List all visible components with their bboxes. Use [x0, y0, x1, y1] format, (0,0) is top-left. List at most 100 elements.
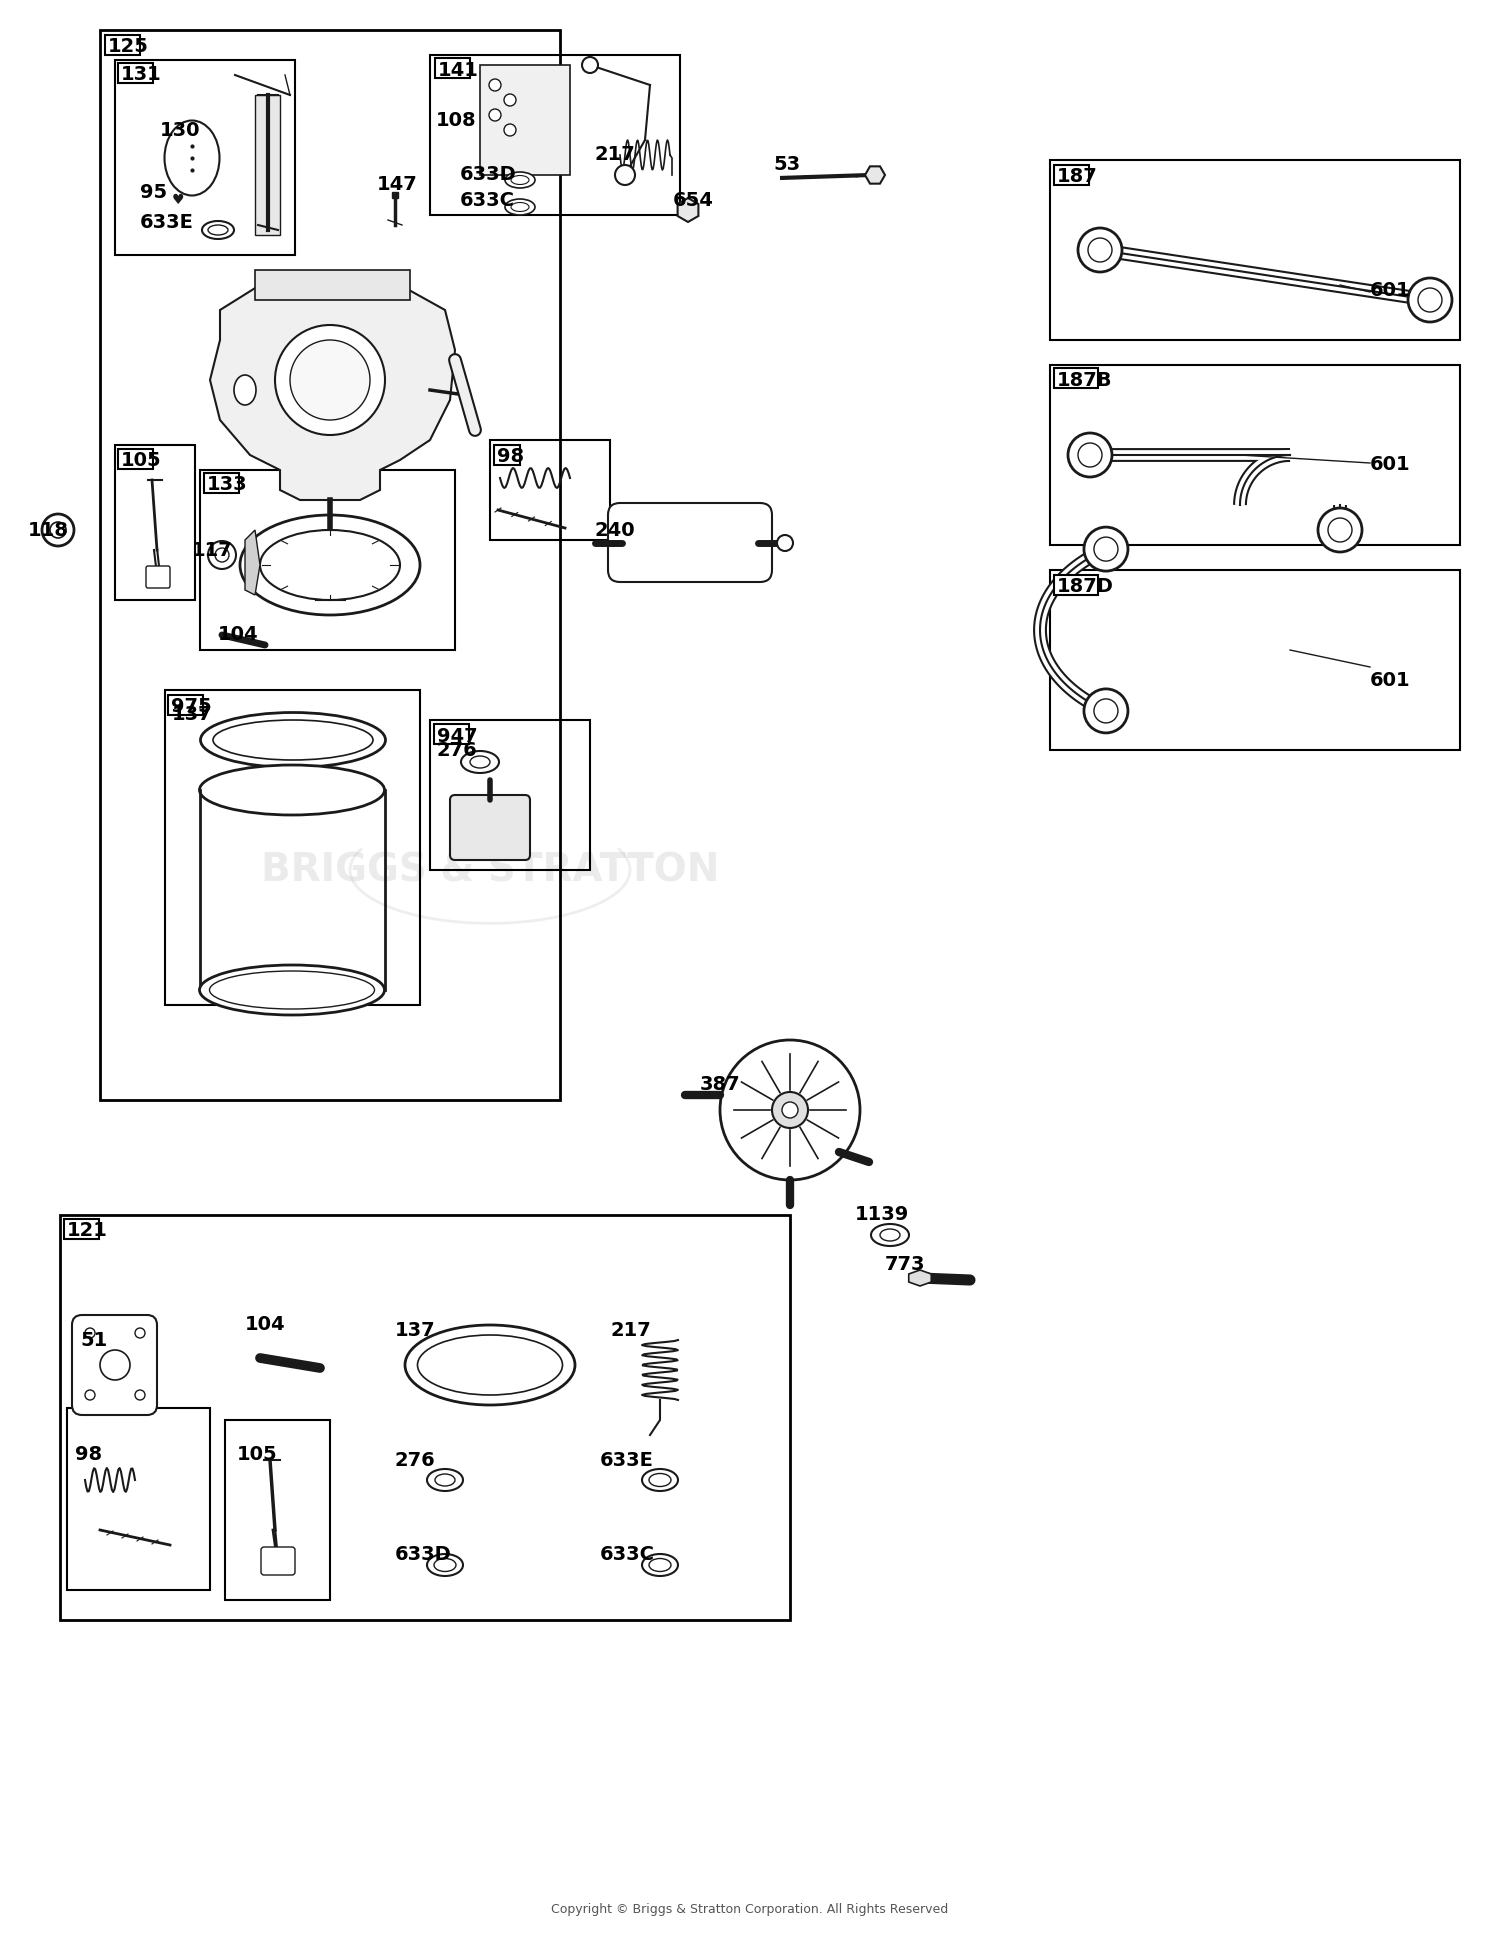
Circle shape [1318, 509, 1362, 551]
Circle shape [1328, 518, 1352, 542]
Bar [1054, 575, 1098, 596]
Polygon shape [865, 167, 885, 184]
Text: 975: 975 [171, 697, 211, 716]
Bar [494, 444, 520, 466]
Text: 137: 137 [172, 705, 213, 724]
Text: 104: 104 [244, 1316, 285, 1335]
Bar [64, 1219, 99, 1238]
Text: 633C: 633C [460, 190, 514, 210]
Ellipse shape [512, 202, 530, 212]
Circle shape [1418, 287, 1442, 313]
Ellipse shape [642, 1469, 678, 1491]
Ellipse shape [234, 375, 256, 406]
Circle shape [100, 1351, 130, 1380]
Circle shape [86, 1328, 94, 1337]
Circle shape [582, 56, 598, 74]
Ellipse shape [650, 1559, 670, 1572]
Text: 130: 130 [160, 120, 201, 140]
Text: 633C: 633C [600, 1545, 656, 1564]
Ellipse shape [871, 1225, 909, 1246]
Text: 601: 601 [1370, 281, 1410, 299]
Text: 601: 601 [1370, 670, 1410, 689]
Circle shape [209, 542, 236, 569]
Text: 187: 187 [1058, 167, 1098, 186]
FancyBboxPatch shape [608, 503, 772, 582]
Ellipse shape [427, 1555, 464, 1576]
Bar [1054, 369, 1098, 388]
Ellipse shape [165, 120, 219, 196]
Circle shape [290, 340, 370, 419]
Circle shape [504, 93, 516, 107]
Text: 217: 217 [610, 1320, 651, 1339]
Ellipse shape [460, 751, 500, 773]
Bar [60, 1215, 791, 1621]
Circle shape [489, 80, 501, 91]
Text: 147: 147 [376, 175, 417, 194]
Circle shape [504, 124, 516, 136]
Text: 51: 51 [80, 1330, 108, 1349]
Text: 1139: 1139 [855, 1205, 909, 1225]
Ellipse shape [240, 514, 420, 615]
Circle shape [1068, 433, 1112, 477]
Bar [480, 64, 570, 175]
Circle shape [720, 1040, 860, 1180]
Bar [1050, 571, 1460, 749]
Bar [168, 695, 202, 714]
Text: 141: 141 [438, 60, 479, 80]
Circle shape [489, 109, 501, 120]
Ellipse shape [260, 530, 400, 600]
Circle shape [1094, 699, 1118, 722]
Text: 633D: 633D [460, 165, 516, 184]
Ellipse shape [200, 765, 384, 815]
Bar [165, 689, 420, 1005]
Bar [200, 470, 454, 650]
Ellipse shape [202, 221, 234, 239]
Text: 633E: 633E [600, 1450, 654, 1469]
Circle shape [214, 547, 230, 563]
Bar [1050, 365, 1460, 545]
Text: 98: 98 [496, 448, 523, 466]
Circle shape [274, 324, 386, 435]
Text: 654: 654 [674, 190, 714, 210]
Bar [118, 448, 153, 470]
Text: 217: 217 [596, 146, 636, 165]
Text: 104: 104 [217, 625, 258, 644]
Text: 187D: 187D [1058, 578, 1114, 596]
Ellipse shape [880, 1229, 900, 1240]
Ellipse shape [506, 173, 536, 188]
Ellipse shape [405, 1326, 574, 1405]
Circle shape [777, 536, 794, 551]
Ellipse shape [213, 720, 374, 761]
Text: ♥: ♥ [171, 192, 184, 208]
Polygon shape [210, 278, 454, 501]
Bar [1054, 165, 1089, 184]
Ellipse shape [427, 1469, 464, 1491]
Text: 98: 98 [75, 1446, 102, 1465]
Text: 633D: 633D [394, 1545, 451, 1564]
Polygon shape [244, 530, 260, 596]
Text: BRIGGS & STRATTON: BRIGGS & STRATTON [261, 850, 718, 889]
Text: 240: 240 [594, 520, 634, 540]
Bar [433, 724, 470, 743]
Ellipse shape [650, 1473, 670, 1487]
Bar [105, 35, 140, 54]
Circle shape [1408, 278, 1452, 322]
Bar [118, 62, 153, 83]
Polygon shape [909, 1269, 932, 1287]
Circle shape [86, 1390, 94, 1399]
Circle shape [42, 514, 74, 545]
Bar [204, 474, 238, 493]
Text: 117: 117 [192, 540, 232, 559]
Circle shape [1088, 239, 1112, 262]
Circle shape [1094, 538, 1118, 561]
Ellipse shape [642, 1555, 678, 1576]
Circle shape [135, 1328, 146, 1337]
Ellipse shape [433, 1559, 456, 1572]
Text: 947: 947 [436, 726, 477, 745]
Ellipse shape [209, 225, 228, 235]
Bar [68, 1407, 210, 1590]
Text: 118: 118 [28, 520, 69, 540]
Text: 133: 133 [207, 476, 248, 495]
Ellipse shape [435, 1473, 454, 1487]
Text: 773: 773 [885, 1256, 926, 1275]
